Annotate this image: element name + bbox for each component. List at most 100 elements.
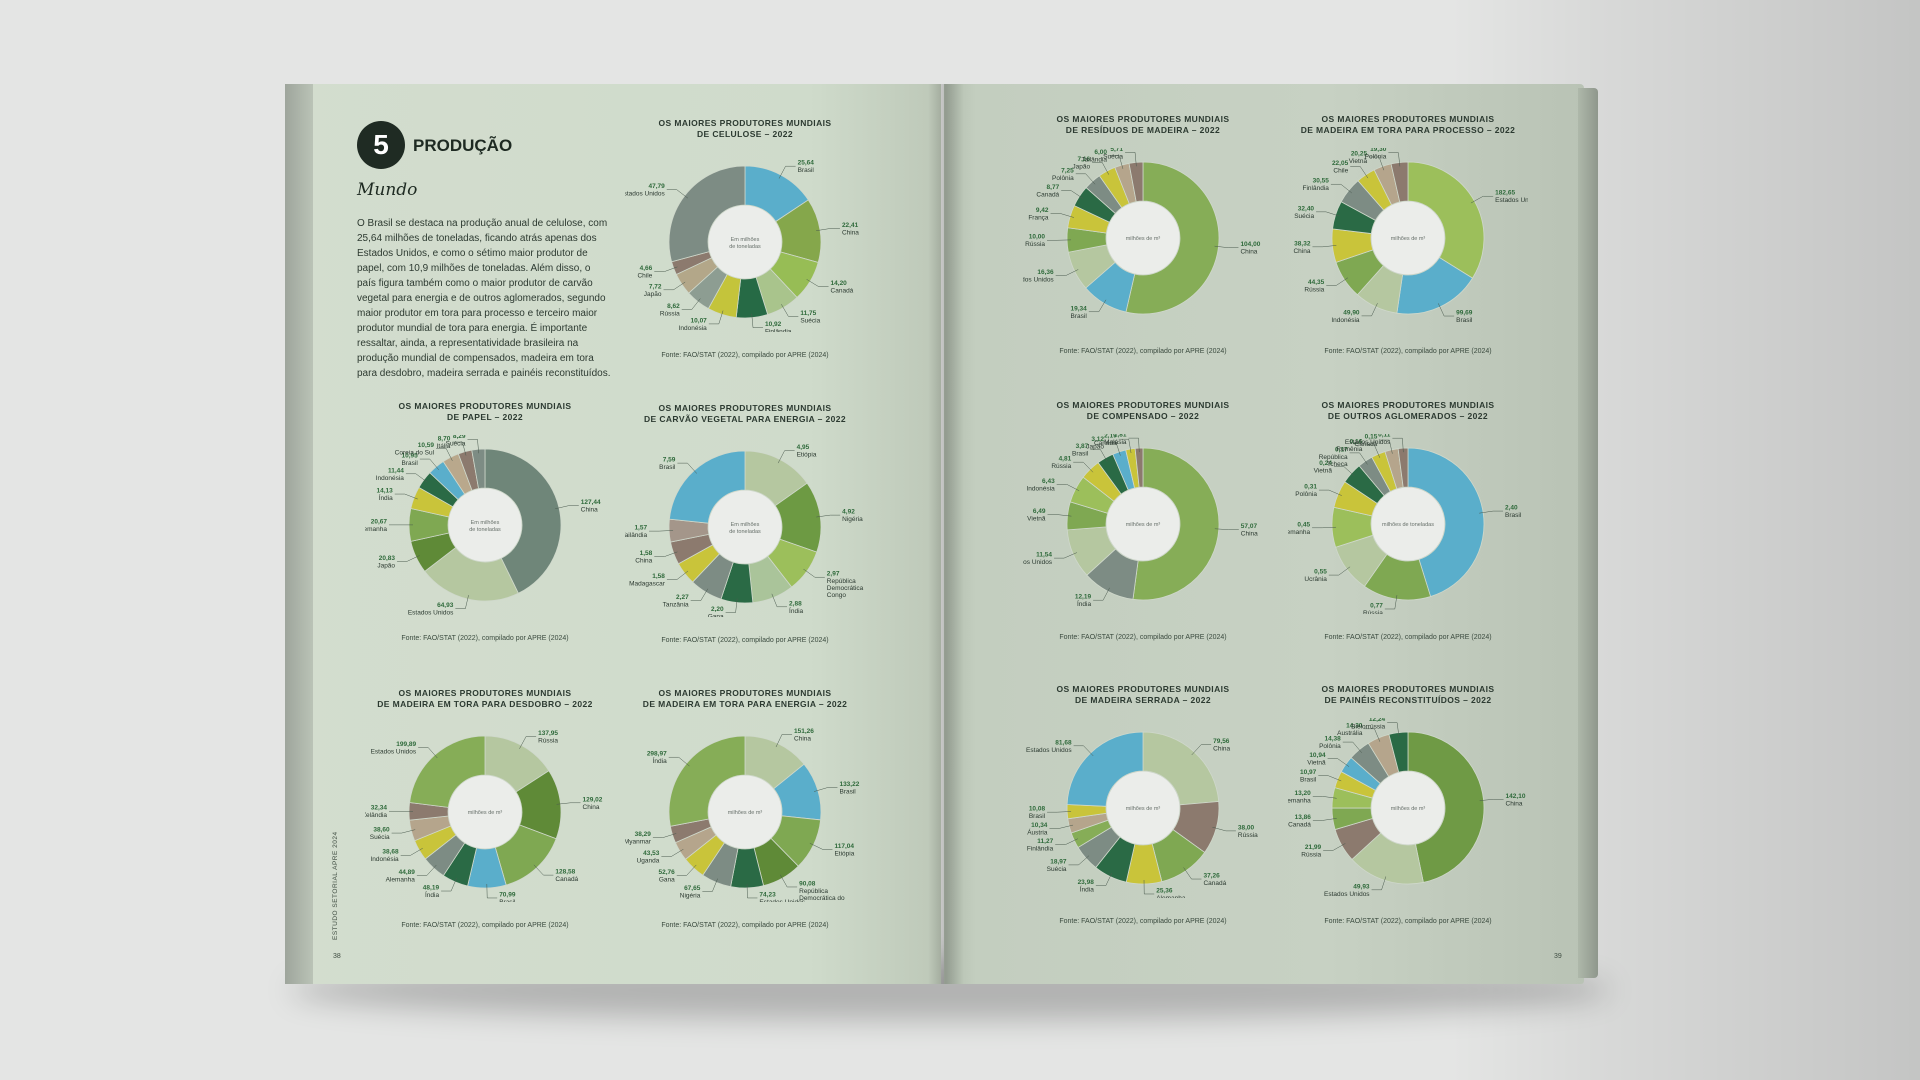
slice-label: Brasil [1029,813,1046,820]
leader-line [1214,245,1239,248]
slice-label: Suécia [800,317,820,324]
chart-title-line2: DE CARVÃO VEGETAL PARA ENERGIA – 2022 [643,414,846,424]
leader-line [1049,824,1074,829]
slice-label: Canadá [831,288,854,295]
slice-label: Brasil [1072,450,1089,457]
slice-label: Malásia [1104,439,1127,446]
slice-label: Brasil [1456,317,1473,324]
leader-line [1316,211,1340,217]
page-stack-left [285,84,313,984]
leader-line [555,505,579,510]
slice-value: 0,16 [1350,438,1363,445]
slice-label: Polônia [1319,743,1341,750]
slice-value: 43,53 [643,850,660,857]
slice-value: 44,89 [399,869,416,876]
donut-slice [1407,447,1485,598]
center-unit-line2: de toneladas [469,527,501,533]
leader-line [436,448,453,461]
leader-line [1328,566,1351,576]
slice-value: 182,65 [1495,190,1515,197]
donut-slice [1134,447,1144,488]
slice-value: 99,69 [1456,310,1473,317]
slice-value: 0,45 [1297,521,1310,528]
leader-line [806,279,829,287]
chart-source: Fonte: FAO/STAT (2022), compilado por AP… [401,635,569,642]
slice-value: 10,97 [1300,769,1317,776]
center-unit-line1: milhões de m³ [1391,806,1426,812]
slice-value: 48,19 [423,885,440,892]
slice-label: Alemanha [1156,895,1186,898]
chart-title: OS MAIORES PRODUTORES MUNDIAIS DE RESÍDUO… [1013,114,1273,136]
slice-value: 2,27 [676,594,689,601]
chart-title: OS MAIORES PRODUTORES MUNDIAIS DE MADEIRA… [615,688,875,710]
slice-label: China [635,558,652,565]
slice-value: 11,27 [1037,838,1053,845]
slice-value: 18,97 [1050,858,1067,865]
leader-line [725,598,738,613]
slice-label: Brasil [798,167,815,174]
chart-source: Fonte: FAO/STAT (2022), compilado por AP… [661,352,829,359]
donut-slice [668,165,746,263]
donut-slice [1407,731,1485,883]
leader-line [1330,183,1352,194]
chart-title-line2: DE MADEIRA EM TORA PARA DESDOBRO – 2022 [377,699,593,709]
chart-title: OS MAIORES PRODUTORES MUNDIAIS DE MADEIRA… [355,688,615,710]
slice-label: Estados Unidos [1345,439,1391,446]
slice-label: Madagascar [629,581,666,588]
slice-label: Rússia [1051,463,1071,470]
slice-label: Índia [1080,885,1094,894]
leader-line [1054,552,1078,559]
chart-title-line2: DE COMPENSADO – 2022 [1086,411,1200,421]
slice-label: Alemanha [365,526,387,533]
donut-center [1371,201,1445,275]
slice-label: Democrática do [827,585,865,592]
leader-line [556,802,581,805]
leader-line [809,843,833,850]
slice-value: 0,15 [1365,434,1378,441]
chart-title: OS MAIORES PRODUTORES MUNDIAIS DE PAINÉIS… [1278,684,1538,706]
leader-line [816,514,841,518]
slice-value: 0,55 [1314,569,1327,576]
chart-title: OS MAIORES PRODUTORES MUNDIAIS DE MADEIRA… [1278,114,1538,136]
donut-center [1106,771,1180,845]
slice-label: China [1241,531,1258,538]
slice-label: Tcheca [1327,461,1348,468]
slice-value: 8,29 [453,435,466,440]
leader-line [1438,303,1455,317]
slice-value: 1,57 [634,525,647,532]
leader-line [681,298,701,310]
slice-value: 20,83 [379,555,396,562]
leader-line [690,588,709,601]
slice-value: 2,19 [1104,434,1117,440]
slice-label: Finlândia [765,329,792,332]
chart-title: OS MAIORES PRODUTORES MUNDIAIS DE MADEIRA… [1013,684,1273,706]
slice-value: 5,71 [1110,148,1123,153]
book-gutter [928,84,964,984]
chart-title-line1: OS MAIORES PRODUTORES MUNDIAIS [1321,684,1495,694]
leader-line [1106,442,1121,456]
slice-value: 298,97 [647,751,667,758]
slice-value: 25,36 [1156,887,1173,894]
slice-value: 11,54 [1036,552,1052,559]
leader-line [652,833,677,838]
slice-label: Polônia [1052,175,1074,182]
leader-line [1326,277,1349,286]
donut-slice [1390,161,1409,203]
slice-label: Estados Unidos [1023,559,1053,566]
slice-value: 10,00 [1029,234,1046,241]
leader-line [1055,269,1079,276]
slice-label: Rússia [660,311,680,318]
slice-value: 47,79 [648,183,665,190]
slice-label: China [583,804,600,811]
donut-center [448,775,522,849]
chart-source: Fonte: FAO/STAT (2022), compilado por AP… [1059,348,1227,355]
slice-label: China [1213,746,1230,753]
slice-value: 38,00 [1238,824,1255,831]
donut-center [448,488,522,562]
slice-value: 14,30 [1346,722,1363,729]
slice-value: 23,98 [1078,879,1095,886]
center-unit-line1: milhões de toneladas [1382,522,1434,528]
leader-line [391,829,416,834]
chart-title-line1: OS MAIORES PRODUTORES MUNDIAIS [658,118,832,128]
